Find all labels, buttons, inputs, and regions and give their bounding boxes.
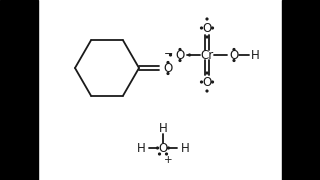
Circle shape	[156, 147, 158, 149]
Circle shape	[188, 54, 190, 56]
Text: O: O	[229, 48, 239, 62]
Text: H: H	[159, 122, 167, 134]
Text: O: O	[202, 21, 212, 35]
Text: Cr: Cr	[200, 48, 214, 62]
Text: O: O	[175, 48, 185, 62]
Circle shape	[179, 49, 181, 50]
Circle shape	[201, 27, 203, 29]
Text: H: H	[251, 48, 260, 62]
Text: H: H	[137, 141, 145, 154]
Circle shape	[167, 73, 169, 74]
Circle shape	[206, 90, 208, 92]
Circle shape	[233, 60, 235, 61]
Circle shape	[206, 72, 208, 74]
Circle shape	[212, 27, 213, 29]
Circle shape	[167, 62, 169, 63]
Circle shape	[233, 49, 235, 50]
Bar	[0, 0, 38, 180]
Text: −: −	[164, 49, 174, 59]
Bar	[282, 0, 320, 180]
Text: +: +	[164, 155, 172, 165]
Circle shape	[206, 18, 208, 20]
Circle shape	[212, 81, 213, 83]
Circle shape	[168, 147, 169, 149]
Circle shape	[166, 153, 167, 155]
Circle shape	[179, 60, 181, 61]
Text: H: H	[180, 141, 189, 154]
Text: O: O	[202, 75, 212, 89]
Circle shape	[170, 54, 172, 56]
Circle shape	[159, 153, 160, 155]
Text: O: O	[164, 62, 172, 75]
Circle shape	[201, 81, 203, 83]
Text: O: O	[158, 141, 168, 154]
Circle shape	[206, 36, 208, 38]
